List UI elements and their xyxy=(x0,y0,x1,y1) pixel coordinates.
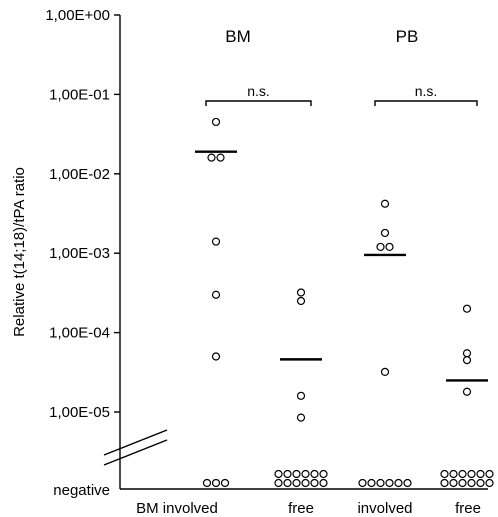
significance-label: n.s. xyxy=(415,83,438,99)
y-tick-label: 1,00E-05 xyxy=(49,404,110,421)
negative-point xyxy=(386,480,393,487)
y-tick-label: 1,00E-02 xyxy=(49,166,110,183)
data-point xyxy=(464,388,471,395)
negative-point xyxy=(320,471,327,478)
data-point xyxy=(382,200,389,207)
significance-brackets: n.s. n.s. xyxy=(206,83,477,106)
negative-point xyxy=(222,480,229,487)
data-point xyxy=(208,154,215,161)
data-point xyxy=(298,414,305,421)
group-label: PB xyxy=(396,27,419,46)
negative-point xyxy=(441,480,448,487)
negative-point xyxy=(450,480,457,487)
data-point xyxy=(213,118,220,125)
data-point xyxy=(213,291,220,298)
negative-point xyxy=(275,480,282,487)
x-tick-label: involved xyxy=(357,500,412,517)
data-point xyxy=(298,392,305,399)
negative-point xyxy=(377,480,384,487)
negative-point xyxy=(284,480,291,487)
axis-break-mark-upper xyxy=(104,430,167,455)
negative-point xyxy=(284,471,291,478)
y-axis-label: Relative t(14;18)/tPA ratio xyxy=(11,167,28,337)
negative-point xyxy=(311,471,318,478)
y-tick-label: 1,00E+00 xyxy=(45,7,110,24)
negative-point xyxy=(204,480,211,487)
y-tick-label: 1,00E-04 xyxy=(49,325,110,342)
group-label: BM xyxy=(225,27,251,46)
significance-bracket xyxy=(375,101,477,106)
negative-point xyxy=(368,480,375,487)
data-point xyxy=(217,154,224,161)
data-point xyxy=(298,289,305,296)
data-point xyxy=(213,238,220,245)
axis-break-mark-lower xyxy=(104,440,167,465)
data-point xyxy=(382,229,389,236)
x-tick-label: BM involved xyxy=(136,500,218,517)
negative-point xyxy=(459,480,466,487)
negative-point xyxy=(275,471,282,478)
negative-point xyxy=(486,471,493,478)
negative-point xyxy=(359,480,366,487)
significance-bracket xyxy=(206,101,311,106)
negative-point xyxy=(459,471,466,478)
negative-point xyxy=(486,480,493,487)
data-point xyxy=(464,357,471,364)
negative-point xyxy=(213,480,220,487)
negative-point xyxy=(302,471,309,478)
negative-point xyxy=(320,480,327,487)
data-point xyxy=(377,243,384,250)
negative-point xyxy=(395,480,402,487)
y-negative-label: negative xyxy=(53,482,110,499)
negative-point xyxy=(293,471,300,478)
negative-point xyxy=(477,480,484,487)
negative-point xyxy=(302,480,309,487)
y-tick-label: 1,00E-03 xyxy=(49,245,110,262)
negative-point xyxy=(293,480,300,487)
data-point xyxy=(382,368,389,375)
median-lines xyxy=(195,152,488,381)
data-point xyxy=(386,243,393,250)
group-labels: BM PB xyxy=(225,27,418,46)
significance-label: n.s. xyxy=(247,83,270,99)
data-points xyxy=(204,118,494,486)
negative-point xyxy=(450,471,457,478)
data-point xyxy=(464,350,471,357)
negative-point xyxy=(441,471,448,478)
y-axis-label-group: Relative t(14;18)/tPA ratio xyxy=(11,167,28,337)
data-point xyxy=(464,305,471,312)
y-ticks: 1,00E+00 1,00E-01 1,00E-02 1,00E-03 1,00E-04… xyxy=(45,7,120,499)
data-point xyxy=(298,298,305,305)
x-tick-labels: BM involved free involved free xyxy=(136,500,481,517)
negative-point xyxy=(404,480,411,487)
y-tick-label: 1,00E-01 xyxy=(49,86,110,103)
negative-point xyxy=(468,471,475,478)
data-point xyxy=(213,353,220,360)
x-tick-label: free xyxy=(455,500,481,517)
negative-point xyxy=(477,471,484,478)
negative-point xyxy=(311,480,318,487)
negative-point xyxy=(468,480,475,487)
x-tick-label: free xyxy=(288,500,314,517)
